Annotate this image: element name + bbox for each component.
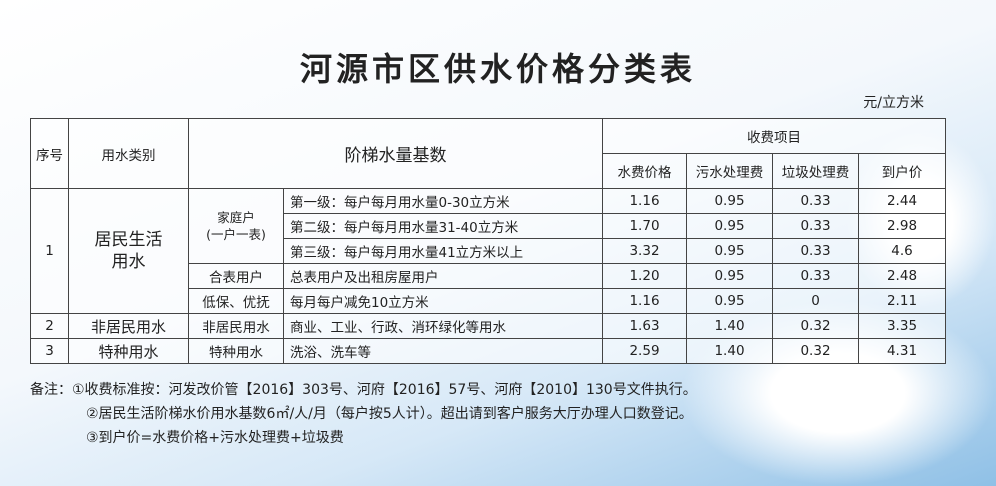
row-subcategory: 非居民用水 [188,313,284,339]
unit-label: 元/立方米 [863,95,924,111]
notes: 备注：①收费标准按：河发改价管【2016】303号、河府【2016】57号、河府… [30,378,930,450]
header-fees-group: 收费项目 [602,118,946,154]
row-desc: 第三级：每户每月用水量41立方米以上 [283,238,603,264]
row-desc: 每月每户减免10立方米 [283,288,603,314]
cell-water: 1.63 [602,313,687,339]
cell-water: 2.59 [602,338,687,364]
cell-total: 2.98 [858,213,946,239]
cell-total: 2.11 [858,288,946,314]
row-subcategory: 家庭户 (一户一表) [188,188,284,264]
header-water-price: 水费价格 [602,153,687,189]
row-desc: 商业、工业、行政、消环绿化等用水 [283,313,603,339]
cell-total: 4.6 [858,238,946,264]
table-row: 第三级：每户每月用水量41立方米以上 3.32 0.95 0.33 4.6 [31,238,946,264]
row-desc: 洗浴、洗车等 [283,338,603,364]
cell-garbage: 0.33 [772,213,859,239]
note-3: ③到户价=水费价格+污水处理费+垃圾费 [86,430,344,446]
row-subcategory: 合表用户 [188,263,284,289]
cell-water: 1.16 [602,188,687,214]
header-total-price: 到户价 [858,153,946,189]
cell-garbage: 0.32 [772,338,859,364]
page-title: 河源市区供水价格分类表 [299,50,696,88]
table-row: 3 特种用水 特种用水 洗浴、洗车等 2.59 1.40 0.32 4.31 [30,338,946,364]
cell-water: 1.16 [602,288,687,314]
cell-sewage: 0.95 [686,288,773,314]
cell-total: 3.35 [858,313,946,339]
table-row: 合表用户 总表用户及出租房屋用户 1.20 0.95 0.33 2.48 [31,263,946,289]
cell-sewage: 1.40 [686,338,773,364]
header-tier-base: 阶梯水量基数 [188,118,603,189]
cell-sewage: 0.95 [686,238,773,264]
row-index: 2 [30,313,69,339]
row-desc: 第一级：每户每月用水量0-30立方米 [283,188,603,214]
row-subcategory: 低保、优抚 [188,288,284,314]
cell-water: 1.20 [602,263,687,289]
table-row: 2 非居民用水 非居民用水 商业、工业、行政、消环绿化等用水 1.63 1.40… [30,313,946,339]
cell-sewage: 0.95 [686,213,773,239]
price-table: 序号 用水类别 阶梯水量基数 收费项目 水费价格 污水处理费 垃圾处理费 到户价… [30,118,946,364]
cell-sewage: 1.40 [686,313,773,339]
cell-sewage: 0.95 [686,263,773,289]
cell-total: 2.44 [858,188,946,214]
cell-total: 4.31 [858,338,946,364]
cell-garbage: 0.33 [772,263,859,289]
row-subcategory: 特种用水 [188,338,284,364]
row-desc: 总表用户及出租房屋用户 [283,263,603,289]
table-row: 低保、优抚 每月每户减免10立方米 1.16 0.95 0 2.11 [31,288,946,314]
note-1: 备注：①收费标准按：河发改价管【2016】303号、河府【2016】57号、河府… [30,382,697,398]
cell-garbage: 0 [772,288,859,314]
cell-water: 1.70 [602,213,687,239]
cell-sewage: 0.95 [686,188,773,214]
table-row: 第二级：每户每月用水量31-40立方米 1.70 0.95 0.33 2.98 [31,213,946,239]
row-desc: 第二级：每户每月用水量31-40立方米 [283,213,603,239]
row-category: 非居民用水 [68,313,189,339]
header-category: 用水类别 [68,118,189,189]
cell-water: 3.32 [602,238,687,264]
header-garbage-fee: 垃圾处理费 [772,153,859,189]
row-category: 特种用水 [68,338,189,364]
cell-garbage: 0.33 [772,238,859,264]
row-index: 3 [30,338,69,364]
cell-garbage: 0.33 [772,188,859,214]
header-sewage-fee: 污水处理费 [686,153,773,189]
header-index: 序号 [30,118,69,189]
note-2: ②居民生活阶梯水价用水基数6㎡/人/月（每户按5人计）。超出请到客户服务大厅办理… [86,406,693,422]
cell-total: 2.48 [858,263,946,289]
row-index: 1 [30,188,69,314]
cell-garbage: 0.32 [772,313,859,339]
row-category: 居民生活用水 [68,188,189,314]
table-row: 1 居民生活用水 家庭户 (一户一表) 第一级：每户每月用水量0-30立方米 1… [30,188,946,314]
